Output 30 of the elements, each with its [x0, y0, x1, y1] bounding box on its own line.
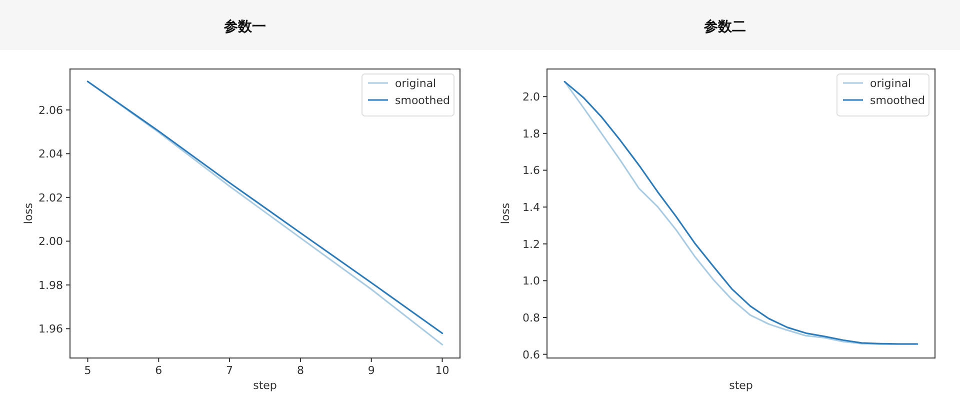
- y-axis-title: loss: [22, 202, 35, 224]
- y-tick-label: 2.06: [38, 104, 63, 117]
- x-axis-title: step: [729, 379, 753, 392]
- chart-title: 参数二: [703, 18, 746, 35]
- legend-label: smoothed: [870, 94, 925, 107]
- y-tick-label: 0.6: [522, 348, 540, 362]
- y-tick-label: 1.4: [522, 201, 540, 214]
- x-tick-label: 6: [155, 364, 162, 377]
- y-tick-label: 1.8: [522, 127, 540, 140]
- x-axis-title: step: [253, 379, 277, 392]
- y-tick-label: 2.00: [38, 235, 63, 248]
- chart-title: 参数一: [223, 18, 266, 35]
- x-tick-label: 8: [296, 364, 304, 377]
- x-tick-label: 9: [368, 364, 375, 377]
- legend-label: original: [870, 77, 912, 90]
- y-tick-label: 0.8: [522, 312, 540, 325]
- y-tick-label: 1.0: [522, 274, 540, 288]
- y-tick-label: 2.04: [38, 148, 63, 161]
- x-tick-label: 5: [84, 364, 92, 377]
- y-axis-title: loss: [499, 202, 512, 224]
- legend-label: smoothed: [395, 94, 450, 107]
- y-tick-label: 1.96: [38, 322, 63, 336]
- x-tick-label: 7: [226, 364, 234, 377]
- legend-label: original: [395, 77, 436, 90]
- y-tick-label: 1.2: [522, 238, 540, 251]
- y-tick-label: 1.6: [522, 164, 540, 178]
- y-tick-label: 2.0: [522, 90, 540, 104]
- y-tick-label: 1.98: [38, 278, 63, 292]
- x-tick-label: 10: [435, 364, 450, 377]
- y-tick-label: 2.02: [38, 191, 63, 204]
